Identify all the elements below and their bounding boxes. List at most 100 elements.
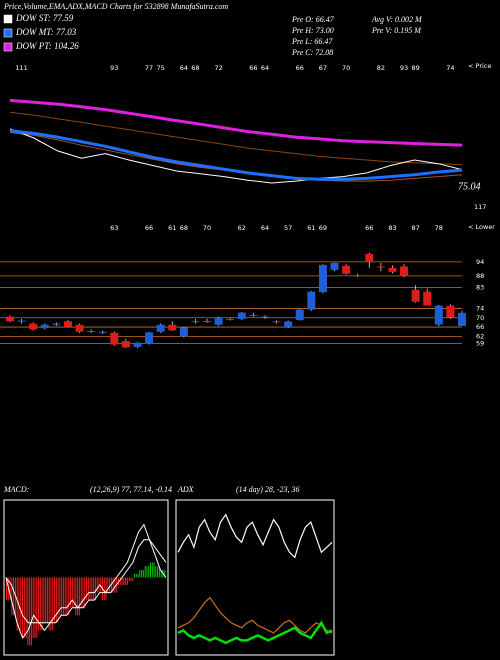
series-line [5,539,167,624]
y-tick-label: 66 [476,323,484,331]
candle-body [133,342,142,347]
legend-label: DOW MT: 77.03 [15,27,77,37]
histogram-bar [146,566,148,578]
histogram-bar [93,577,95,601]
histogram-bar [87,577,89,601]
candle-body [156,324,165,332]
top-label: 61 [307,224,315,232]
info-text: Pre H: 73.00 [291,26,334,35]
histogram-bar [57,577,59,623]
top-label: 57 [284,224,292,232]
candle-body [168,324,177,331]
y-tick-label: 94 [476,258,484,266]
candle-body [191,321,200,323]
top-label: 77 [145,64,153,72]
candle-body [75,324,84,332]
histogram-bar [103,577,105,601]
histogram-bar [50,577,52,631]
candle-body [295,309,304,321]
histogram-bar [119,577,121,586]
candle-body [98,331,107,333]
top-label: 66 [249,64,257,72]
candle-body [376,266,385,268]
candle-body [272,321,281,323]
series-line [9,129,463,181]
histogram-bar [139,569,141,578]
histogram-bar [157,566,159,578]
macd-frame [3,499,169,656]
legend-swatch [3,14,13,24]
histogram-bar [78,577,80,616]
macd-subtitle: (12,26,9) 77, 77.14, -0.14 [90,485,172,494]
series-line [9,111,463,166]
y-tick-label: 59 [476,339,484,347]
histogram-bar [39,577,41,631]
histogram-bar [11,577,13,616]
info-text: Pre L: 66.47 [291,37,333,46]
histogram-bar [54,577,55,623]
histogram-bar [62,577,64,616]
candle-body [214,317,223,325]
histogram-bar [25,577,27,638]
histogram-bar [34,577,36,638]
candle-body [226,318,235,320]
histogram-bar [132,577,134,582]
histogram-bar [16,577,18,631]
series-line [177,620,333,645]
histogram-bar [41,577,43,631]
histogram-bar [137,573,139,578]
top-label: 68 [191,64,199,72]
histogram-bar [89,577,91,601]
chart-title: Price,Volume,EMA,ADX,MACD Charts for 532… [3,2,228,11]
histogram-bar [134,573,135,578]
y-tick-label: 74 [476,304,484,312]
histogram-bar [80,577,82,608]
histogram-bar [46,577,48,623]
histogram-bar [82,577,84,608]
histogram-bar [71,577,73,608]
legend-swatch [3,28,13,38]
candle-body [284,321,293,328]
candle-body [353,275,362,277]
candle-body [6,316,14,322]
histogram-bar [29,577,31,646]
histogram-bar [55,577,57,623]
histogram-bar [94,577,96,601]
top-label: 68 [180,224,188,232]
histogram-bar [125,577,127,586]
candle-body [411,289,420,302]
top-label: 75 [157,64,165,72]
candle-body [110,332,119,345]
info-text: Pre C: 72.08 [291,48,333,57]
top-label: 63 [110,224,118,232]
top-label: 74 [446,64,454,72]
top-label: 93 [400,64,408,72]
candle-body [434,305,443,325]
candle-body [260,316,269,318]
candle-body [17,320,26,322]
histogram-bar [61,577,63,616]
candle-body [318,264,327,293]
histogram-bar [66,577,68,616]
top-label: 82 [377,64,385,72]
histogram-bar [91,577,93,601]
candle-body [458,312,466,326]
histogram-bar [114,577,116,593]
histogram-bar [9,577,11,601]
histogram-bar [27,577,29,646]
top-label: 87 [412,224,420,232]
top-label: 83 [388,224,396,232]
candle-body [63,321,72,327]
histogram-bar [144,566,146,578]
histogram-bar [112,577,114,593]
side-label: < Price [468,62,491,70]
candle-body [87,331,96,333]
histogram-bar [96,577,98,593]
histogram-bar [36,577,38,638]
info-text: Avg V: 0.002 M [371,15,423,24]
histogram-bar [150,562,151,578]
adx-frame [175,499,335,656]
histogram-bar [13,577,15,616]
histogram-bar [52,577,54,631]
candle-body [400,266,409,276]
